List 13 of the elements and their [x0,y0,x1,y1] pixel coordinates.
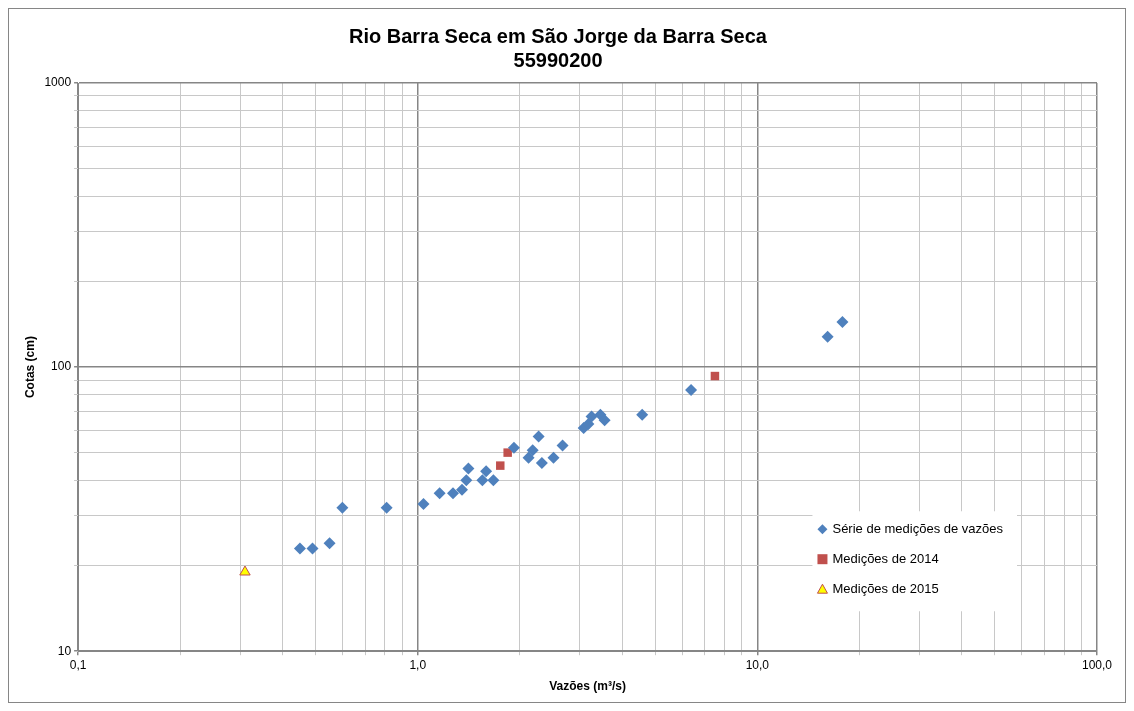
x-tick-label: 10,0 [745,657,770,672]
y-tick-label: 1000 [44,75,72,90]
y-tick-label: 10 [57,643,72,658]
legend-label: Medições de 2014 [832,550,939,566]
legend-label: Série de medições de vazões [832,520,1004,536]
x-tick-label: 0,1 [69,657,87,672]
x-tick-label: 100,0 [1081,657,1113,672]
y-tick-label: 100 [51,359,72,374]
legend-label: Medições de 2015 [832,580,939,596]
x-axis-title: Vazões (m³/s) [549,679,626,694]
y-axis-title: Cotas (cm) [22,336,37,399]
x-tick-label: 1,0 [409,657,427,672]
chart-title: Rio Barra Seca em São Jorge da Barra Seca 55990200 [349,24,768,71]
